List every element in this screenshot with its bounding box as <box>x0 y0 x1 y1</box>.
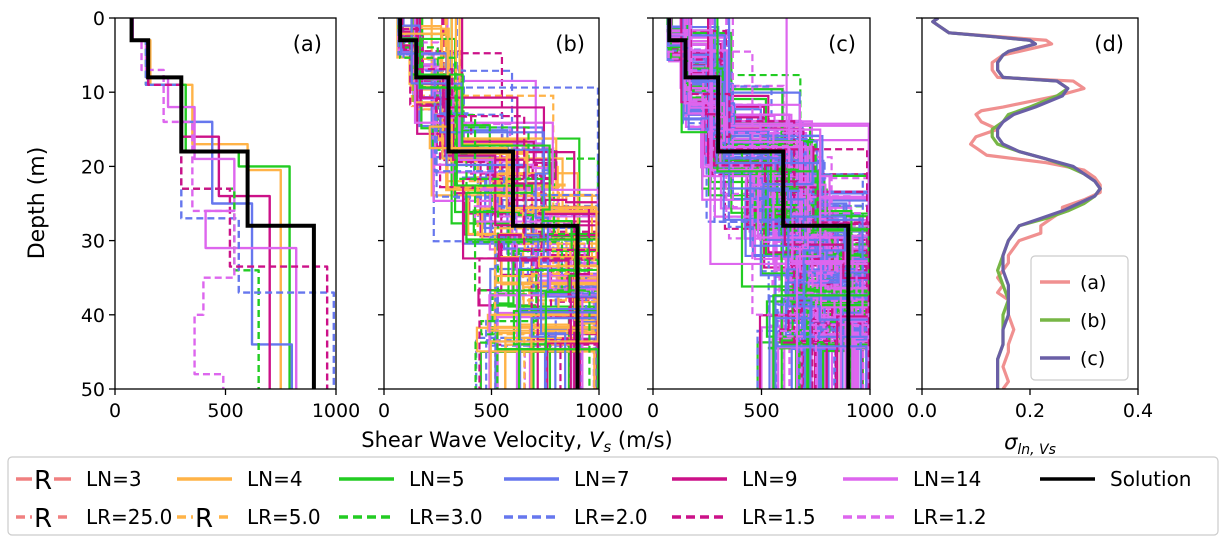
x-axis-label-symbol: V <box>589 428 605 452</box>
y-tick-label: 40 <box>81 305 105 327</box>
y-tick-label: 50 <box>81 379 105 401</box>
legend-marker-bg <box>32 467 54 493</box>
panel-label: (a) <box>293 32 322 56</box>
profile-line <box>688 18 846 389</box>
y-tick-label: 0 <box>93 8 105 30</box>
panel-c: 0 500 1000 (c) <box>647 17 894 422</box>
profile-line <box>131 18 298 389</box>
legend-frame <box>7 456 1219 536</box>
x-axis-label-text: Shear Wave Velocity, <box>361 428 589 452</box>
panel-label: (b) <box>555 32 585 56</box>
legend-label: Solution <box>1110 467 1191 491</box>
x-tick-label: 1000 <box>575 400 623 422</box>
plot-area <box>666 18 870 389</box>
legend-marker: R <box>195 504 213 534</box>
legend-label: LR=5.0 <box>247 505 321 529</box>
profile-line <box>684 18 858 389</box>
sigma-subscript: ln, Vs <box>1017 442 1056 458</box>
legend-label: LR=1.2 <box>913 505 987 529</box>
panel-label: (d) <box>1094 32 1124 56</box>
x-tick-label: 500 <box>207 400 243 422</box>
legend-marker-bg <box>32 505 54 531</box>
panel-label: (c) <box>828 32 856 56</box>
sigma-axis-label: σln, Vs <box>1004 430 1056 458</box>
x-tick-label: 1000 <box>312 400 360 422</box>
sigma-line <box>931 18 1102 389</box>
profile-line <box>689 18 870 389</box>
plot-area <box>396 18 599 389</box>
x-tick-label: 500 <box>743 400 779 422</box>
legend-label: (c) <box>1080 348 1105 370</box>
panel-d: 0.0 0.2 0.4 (d) (a) (b) (c) <box>907 17 1153 422</box>
profile-line <box>414 18 526 389</box>
x-tick-label: 0.2 <box>1015 400 1045 422</box>
sigma-symbol: σ <box>1004 430 1018 454</box>
profile-line <box>669 18 870 389</box>
profile-line <box>445 18 599 389</box>
x-tick-label: 1000 <box>846 400 894 422</box>
profile-line <box>400 18 599 389</box>
legend-marker: R <box>34 504 52 534</box>
y-tick-label: 10 <box>81 82 105 104</box>
profile-line <box>716 18 870 389</box>
legend-label: LN=7 <box>574 467 630 491</box>
y-axis-label: Depth (m) <box>25 147 50 260</box>
profile-line <box>400 18 599 389</box>
panel-b: 0 500 1000 (b) <box>378 17 623 422</box>
legend-marker-bg <box>193 505 215 531</box>
solution-line <box>398 18 580 389</box>
legend-label: (b) <box>1080 310 1107 332</box>
legend-label: LN=9 <box>742 467 798 491</box>
x-tick-label: 500 <box>473 400 509 422</box>
legend-label: LR=2.0 <box>574 505 648 529</box>
x-axis-label-subscript: s <box>603 438 611 456</box>
legend-label: LR=3.0 <box>409 505 483 529</box>
profile-line <box>442 18 599 389</box>
legend-box <box>1030 255 1129 381</box>
legend-label: LN=14 <box>913 467 981 491</box>
plot-area <box>931 18 1102 389</box>
x-tick-label: 0 <box>647 400 659 422</box>
legend-marker: R <box>34 466 52 496</box>
solution-line <box>667 18 851 389</box>
panel-a: 0 500 1000 0 10 20 30 40 50 (a) <box>81 8 360 422</box>
profile-line <box>688 18 822 389</box>
profile-line <box>667 18 870 389</box>
legend-label: LN=5 <box>409 467 465 491</box>
x-tick-label: 0.4 <box>1123 400 1153 422</box>
profile-line <box>131 18 293 389</box>
y-tick-label: 30 <box>81 231 105 253</box>
plot-area <box>129 18 335 389</box>
legend-label: LN=3 <box>86 467 142 491</box>
legend-label: LR=1.5 <box>742 505 816 529</box>
x-tick-label: 0 <box>109 400 121 422</box>
profile-line <box>398 18 599 389</box>
x-tick-label: 0 <box>378 400 390 422</box>
legend-label: LN=4 <box>247 467 303 491</box>
profile-line <box>131 18 236 389</box>
profile-line <box>458 18 599 389</box>
profile-line <box>682 18 837 389</box>
x-axis-label: Shear Wave Velocity, Vs (m/s) <box>361 428 673 456</box>
solution-line <box>129 18 316 389</box>
x-tick-label: 0.0 <box>907 400 937 422</box>
legend-label: (a) <box>1080 272 1106 294</box>
legend-label: LR=25.0 <box>86 505 172 529</box>
legend-bottom: R LN=3 LN=4 LN=5 LN=7 LN=9 LN=14 Solution R LR=25… <box>7 456 1219 536</box>
x-axis-label-unit: (m/s) <box>611 428 673 452</box>
sigma-legend: (a) (b) (c) <box>1030 255 1129 381</box>
y-tick-label: 20 <box>81 156 105 178</box>
